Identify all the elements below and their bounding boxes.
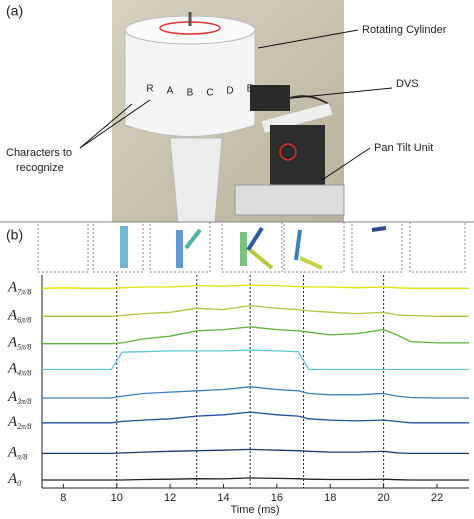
panel-label: (b) xyxy=(6,227,23,243)
series-label: Aπ/8 xyxy=(7,445,27,461)
series-label: A4π/8 xyxy=(7,361,31,377)
series-line xyxy=(42,386,469,399)
x-tick-label: 10 xyxy=(111,492,123,504)
cylinder-letter: A xyxy=(167,86,174,97)
series-label: A0 xyxy=(7,471,21,487)
annotation: recognize xyxy=(16,162,64,174)
stand xyxy=(169,137,223,223)
dvs-camera xyxy=(250,85,290,111)
pointers xyxy=(79,29,393,181)
cable xyxy=(289,95,331,106)
x-tick-label: 22 xyxy=(431,492,443,504)
series-line xyxy=(42,304,469,317)
annotation: DVS xyxy=(396,78,419,90)
x-tick-label: 8 xyxy=(60,492,66,504)
x-tick-label: 16 xyxy=(271,492,283,504)
x-tick-label: 18 xyxy=(324,492,336,504)
series-line xyxy=(42,411,469,424)
cylinder-letter: B xyxy=(187,88,194,99)
tilt-arrow xyxy=(279,143,297,161)
base xyxy=(234,184,345,216)
series-label: A6π/8 xyxy=(7,308,31,324)
cylinder-letter: C xyxy=(206,88,213,99)
chart: (b) Time (ms) 8 10 12 14 16 18 20 22 A7π/8 A6π/8 A… xyxy=(6,227,469,516)
series-label: A2π/8 xyxy=(7,414,31,430)
x-tick-label: 20 xyxy=(377,492,389,504)
series-line xyxy=(42,448,469,455)
panel-label: (a) xyxy=(6,3,23,19)
series-line xyxy=(42,477,469,481)
series-line xyxy=(42,326,469,345)
annotation: Characters to xyxy=(6,147,72,159)
series-label: A3π/8 xyxy=(7,389,31,405)
insets xyxy=(37,221,466,273)
annotation: Rotating Cylinder xyxy=(362,24,447,36)
x-tick-label: 12 xyxy=(164,492,176,504)
inset-events xyxy=(120,226,387,270)
cylinder-letter: E xyxy=(247,84,254,95)
cylinder-letter: R xyxy=(146,84,153,95)
series-label: A5π/8 xyxy=(7,335,31,351)
x-axis-title: Time (ms) xyxy=(230,504,279,516)
x-tick-label: 14 xyxy=(217,492,229,504)
series-label: A7π/8 xyxy=(7,280,31,296)
series-line xyxy=(41,284,469,289)
cylinder xyxy=(124,29,256,137)
cylinder-letter: D xyxy=(226,86,233,97)
annotation: Pan Tilt Unit xyxy=(374,142,433,154)
pan-tilt xyxy=(270,125,325,195)
series-line xyxy=(42,349,469,371)
